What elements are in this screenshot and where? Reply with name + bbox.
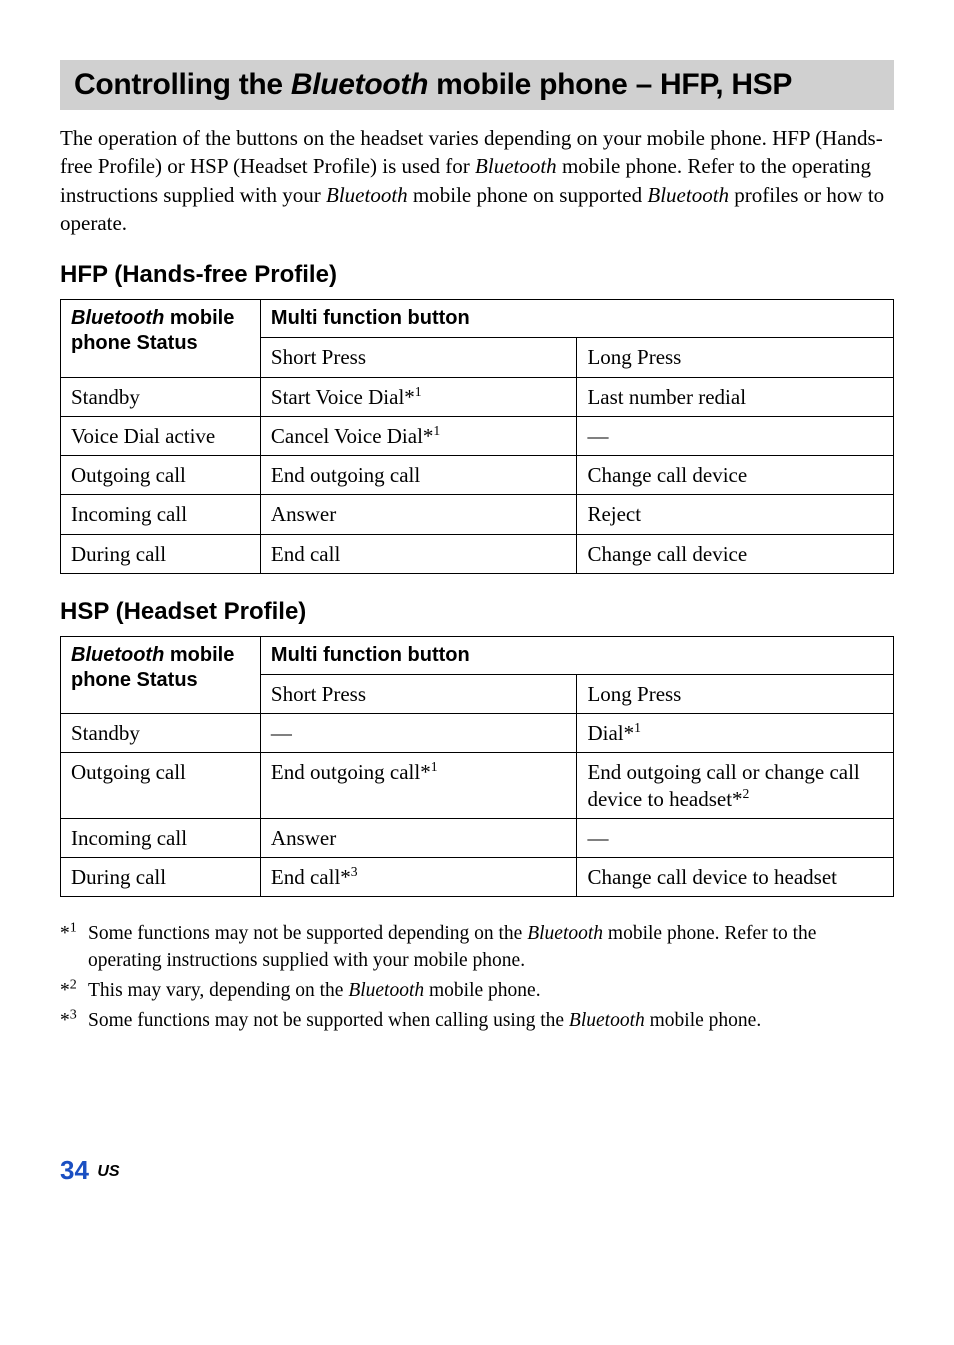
footnote: *2This may vary, depending on the Blueto…	[60, 978, 894, 1004]
cell-status: Incoming call	[61, 818, 261, 857]
page-number: 34	[60, 1155, 89, 1185]
cell-long: —	[577, 818, 894, 857]
intro-paragraph: The operation of the buttons on the head…	[60, 124, 894, 237]
hdr-short: Short Press	[260, 338, 577, 377]
table-row: During callEnd callChange call device	[61, 534, 894, 573]
footnote-text: Some functions may not be supported depe…	[88, 921, 894, 974]
footnote-mark: *3	[60, 1008, 88, 1034]
cell-status: Standby	[61, 714, 261, 753]
cell-short: End outgoing call	[260, 456, 577, 495]
footnotes: *1Some functions may not be supported de…	[60, 921, 894, 1034]
hdr-short-2: Short Press	[260, 674, 577, 713]
footnote: *3Some functions may not be supported wh…	[60, 1008, 894, 1034]
hdr-long: Long Press	[577, 338, 894, 377]
cell-long: Change call device	[577, 534, 894, 573]
cell-long: Reject	[577, 495, 894, 534]
hsp-table: Bluetooth mobile phone Status Multi func…	[60, 636, 894, 898]
hsp-body: Standby—Dial*1Outgoing callEnd outgoing …	[61, 714, 894, 897]
title-italic: Bluetooth	[291, 68, 428, 101]
cell-long: Dial*1	[577, 714, 894, 753]
cell-long: Change call device to headset	[577, 858, 894, 897]
page-title: Controlling the Bluetooth mobile phone –…	[74, 68, 880, 102]
table-row: Incoming callAnswerReject	[61, 495, 894, 534]
cell-status: During call	[61, 858, 261, 897]
footnote: *1Some functions may not be supported de…	[60, 921, 894, 974]
cell-short: Start Voice Dial*1	[260, 377, 577, 416]
hsp-heading: HSP (Headset Profile)	[60, 598, 894, 626]
footnote-text: This may vary, depending on the Bluetoot…	[88, 978, 894, 1004]
table-row: Standby—Dial*1	[61, 714, 894, 753]
hdr-status-2: Bluetooth mobile phone Status	[61, 636, 261, 713]
title-bar: Controlling the Bluetooth mobile phone –…	[60, 60, 894, 110]
page-region: US	[97, 1163, 119, 1180]
hfp-table: Bluetooth mobile phone Status Multi func…	[60, 299, 894, 574]
hdr-multi: Multi function button	[260, 300, 893, 338]
cell-status: Standby	[61, 377, 261, 416]
cell-status: Incoming call	[61, 495, 261, 534]
cell-short: End call*3	[260, 858, 577, 897]
cell-long: —	[577, 416, 894, 455]
table-row: StandbyStart Voice Dial*1Last number red…	[61, 377, 894, 416]
footnote-mark: *1	[60, 921, 88, 974]
table-row: Incoming callAnswer—	[61, 818, 894, 857]
cell-long: Last number redial	[577, 377, 894, 416]
table-row: During callEnd call*3Change call device …	[61, 858, 894, 897]
cell-short: End call	[260, 534, 577, 573]
cell-status: Voice Dial active	[61, 416, 261, 455]
footnote-text: Some functions may not be supported when…	[88, 1008, 894, 1034]
page-footer: 34 US	[60, 1155, 894, 1186]
cell-short: End outgoing call*1	[260, 753, 577, 819]
cell-long: End outgoing call or change call device …	[577, 753, 894, 819]
hdr-long-2: Long Press	[577, 674, 894, 713]
cell-status: Outgoing call	[61, 753, 261, 819]
cell-short: —	[260, 714, 577, 753]
cell-short: Answer	[260, 495, 577, 534]
title-pre: Controlling the	[74, 68, 291, 101]
table-row: Outgoing callEnd outgoing callChange cal…	[61, 456, 894, 495]
table-row: Outgoing callEnd outgoing call*1End outg…	[61, 753, 894, 819]
title-post: mobile phone – HFP, HSP	[428, 68, 792, 101]
footnote-mark: *2	[60, 978, 88, 1004]
cell-short: Cancel Voice Dial*1	[260, 416, 577, 455]
table-row: Voice Dial activeCancel Voice Dial*1—	[61, 416, 894, 455]
cell-status: During call	[61, 534, 261, 573]
cell-short: Answer	[260, 818, 577, 857]
hfp-body: StandbyStart Voice Dial*1Last number red…	[61, 377, 894, 573]
hdr-multi-2: Multi function button	[260, 636, 893, 674]
hdr-status: Bluetooth mobile phone Status	[61, 300, 261, 377]
cell-status: Outgoing call	[61, 456, 261, 495]
hfp-heading: HFP (Hands-free Profile)	[60, 261, 894, 289]
cell-long: Change call device	[577, 456, 894, 495]
